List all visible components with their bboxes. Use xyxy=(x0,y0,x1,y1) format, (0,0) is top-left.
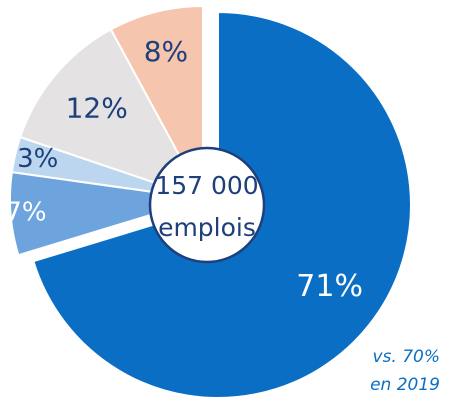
pie-slice xyxy=(18,28,206,201)
value-label: 8% xyxy=(144,35,188,68)
value-label: 3% xyxy=(17,144,58,174)
annotation: vs. 70% xyxy=(372,347,440,367)
center-label: 157 000 xyxy=(155,171,258,200)
annotation: en 2019 xyxy=(370,375,440,395)
center-circle xyxy=(148,146,266,264)
value-label: 7% xyxy=(5,197,46,227)
center-label: emplois xyxy=(158,213,256,242)
value-label: 12% xyxy=(66,91,128,124)
value-label: 71% xyxy=(296,269,363,304)
pie-slice xyxy=(109,4,204,200)
